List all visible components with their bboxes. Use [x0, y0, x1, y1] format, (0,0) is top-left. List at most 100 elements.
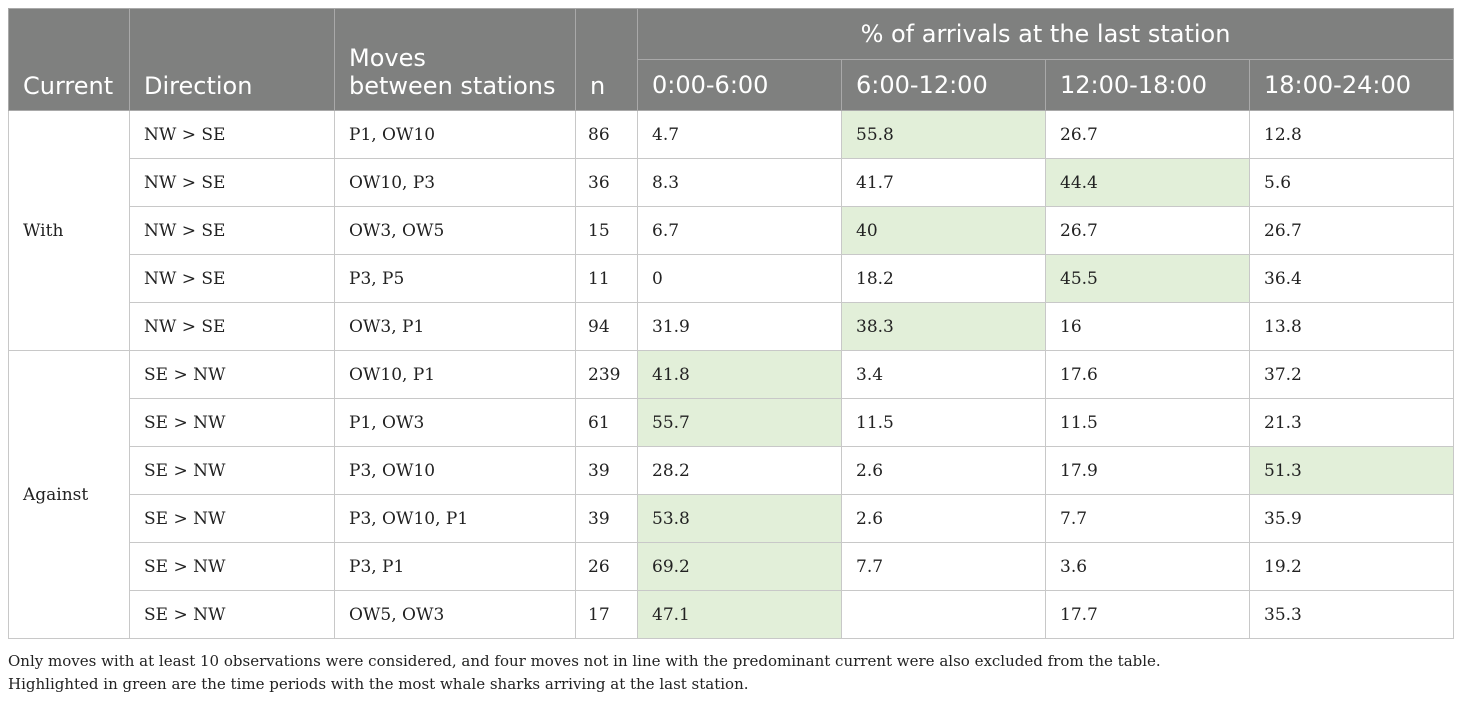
- percent-cell: 55.8: [841, 110, 1046, 159]
- percent-cell: 7.7: [1045, 494, 1250, 543]
- n-cell: 36: [575, 158, 638, 207]
- direction-cell: NW > SE: [129, 254, 335, 303]
- percent-cell: 21.3: [1249, 398, 1454, 447]
- table-row: SE > NW P1, OW3 61 55.7 11.5 11.5 21.3: [9, 398, 1454, 447]
- percent-cell: 17.6: [1045, 350, 1250, 399]
- percent-cell: 0: [637, 254, 842, 303]
- direction-cell: NW > SE: [129, 158, 335, 207]
- current-group-cell: Against: [8, 350, 130, 639]
- table-row: Against SE > NW OW10, P1 239 41.8 3.4 17.6 37.2: [8, 350, 1454, 639]
- footnote: Only moves with at least 10 observations…: [8, 652, 1161, 670]
- percent-cell: 3.6: [1045, 542, 1250, 591]
- percent-cell: 19.2: [1249, 542, 1454, 591]
- percent-cell: 40: [841, 206, 1046, 255]
- moves-cell: P3, P5: [334, 254, 576, 303]
- direction-cell: NW > SE: [129, 302, 335, 351]
- direction-cell: NW > SE: [129, 206, 335, 255]
- moves-cell: P1, OW10: [334, 110, 576, 159]
- percent-cell: 26.7: [1045, 206, 1250, 255]
- moves-cell: OW10, P1: [334, 350, 576, 399]
- direction-cell: SE > NW: [129, 398, 335, 447]
- header-moves-line2: between stations: [349, 72, 556, 100]
- header-period: 12:00-18:00: [1045, 59, 1250, 111]
- table-row: With NW > SE P1, OW10 86 4.7 55.8 26.7 12.8: [8, 110, 1454, 351]
- table-row: NW > SE OW3, P1 94 31.9 38.3 16 13.8: [9, 302, 1454, 351]
- table-footnotes: Only moves with at least 10 observations…: [8, 650, 1161, 696]
- moves-cell: P3, OW10: [334, 446, 576, 495]
- percent-cell: 26.7: [1249, 206, 1454, 255]
- moves-cell: P3, OW10, P1: [334, 494, 576, 543]
- percent-cell: 16: [1045, 302, 1250, 351]
- percent-cell: 8.3: [637, 158, 842, 207]
- header-period: 0:00-6:00: [637, 59, 842, 111]
- table-body: With NW > SE P1, OW10 86 4.7 55.8 26.7 12.8 NW >…: [8, 110, 1454, 639]
- current-group-cell: With: [8, 110, 130, 351]
- percent-cell: 26.7: [1045, 110, 1250, 159]
- moves-cell: OW3, OW5: [334, 206, 576, 255]
- percent-cell: 3.4: [841, 350, 1046, 399]
- percent-cell: 17.7: [1045, 590, 1250, 639]
- percent-cell: 12.8: [1249, 110, 1454, 159]
- header-moves-line1: Moves: [349, 44, 426, 72]
- percent-cell: 13.8: [1249, 302, 1454, 351]
- percent-cell: 31.9: [637, 302, 842, 351]
- direction-cell: SE > NW: [129, 590, 335, 639]
- percent-cell: 28.2: [637, 446, 842, 495]
- n-cell: 39: [575, 446, 638, 495]
- moves-cell: P3, P1: [334, 542, 576, 591]
- header-period: 18:00-24:00: [1249, 59, 1454, 111]
- percent-cell: 69.2: [637, 542, 842, 591]
- percent-cell: 44.4: [1045, 158, 1250, 207]
- percent-cell: 5.6: [1249, 158, 1454, 207]
- arrivals-table: Current Direction Moves between stations …: [8, 8, 1454, 639]
- direction-cell: SE > NW: [129, 494, 335, 543]
- n-cell: 39: [575, 494, 638, 543]
- percent-cell: 45.5: [1045, 254, 1250, 303]
- table-row: SE > NW P3, OW10, P1 39 53.8 2.6 7.7 35.9: [9, 494, 1454, 543]
- percent-cell: 11.5: [841, 398, 1046, 447]
- percent-cell: 35.3: [1249, 590, 1454, 639]
- direction-cell: SE > NW: [129, 446, 335, 495]
- table-row: NW > SE OW10, P3 36 8.3 41.7 44.4 5.6: [9, 158, 1454, 207]
- n-cell: 11: [575, 254, 638, 303]
- footnote: Highlighted in green are the time period…: [8, 675, 749, 693]
- percent-cell: 17.9: [1045, 446, 1250, 495]
- n-cell: 61: [575, 398, 638, 447]
- moves-cell: OW5, OW3: [334, 590, 576, 639]
- header-moves: Moves between stations: [334, 8, 576, 111]
- percent-cell: 2.6: [841, 446, 1046, 495]
- header-period: 6:00-12:00: [841, 59, 1046, 111]
- percent-cell: 55.7: [637, 398, 842, 447]
- n-cell: 86: [575, 110, 638, 159]
- direction-cell: NW > SE: [129, 110, 335, 159]
- percent-cell: 11.5: [1045, 398, 1250, 447]
- percent-cell: 4.7: [637, 110, 842, 159]
- table-row: NW > SE P3, P5 11 0 18.2 45.5 36.4: [9, 254, 1454, 303]
- percent-cell: 53.8: [637, 494, 842, 543]
- n-cell: 26: [575, 542, 638, 591]
- percent-cell: 51.3: [1249, 446, 1454, 495]
- percent-cell: 7.7: [841, 542, 1046, 591]
- percent-cell: 35.9: [1249, 494, 1454, 543]
- percent-cell: 41.8: [637, 350, 842, 399]
- percent-cell: 6.7: [637, 206, 842, 255]
- header-direction: Direction: [129, 8, 335, 111]
- moves-cell: P1, OW3: [334, 398, 576, 447]
- n-cell: 239: [575, 350, 638, 399]
- table-row: NW > SE OW3, OW5 15 6.7 40 26.7 26.7: [9, 206, 1454, 255]
- percent-cell: 38.3: [841, 302, 1046, 351]
- percent-cell: [841, 590, 1046, 639]
- percent-cell: 36.4: [1249, 254, 1454, 303]
- header-arrivals-group: % of arrivals at the last station: [637, 8, 1454, 60]
- direction-cell: SE > NW: [129, 350, 335, 399]
- n-cell: 15: [575, 206, 638, 255]
- table-header: Current Direction Moves between stations …: [8, 8, 1454, 111]
- percent-cell: 47.1: [637, 590, 842, 639]
- table-row: SE > NW P3, OW10 39 28.2 2.6 17.9 51.3: [9, 446, 1454, 495]
- percent-cell: 41.7: [841, 158, 1046, 207]
- n-cell: 17: [575, 590, 638, 639]
- direction-cell: SE > NW: [129, 542, 335, 591]
- n-cell: 94: [575, 302, 638, 351]
- table-row: SE > NW OW5, OW3 17 47.1 17.7 35.3: [9, 590, 1454, 639]
- table-row: SE > NW P3, P1 26 69.2 7.7 3.6 19.2: [9, 542, 1454, 591]
